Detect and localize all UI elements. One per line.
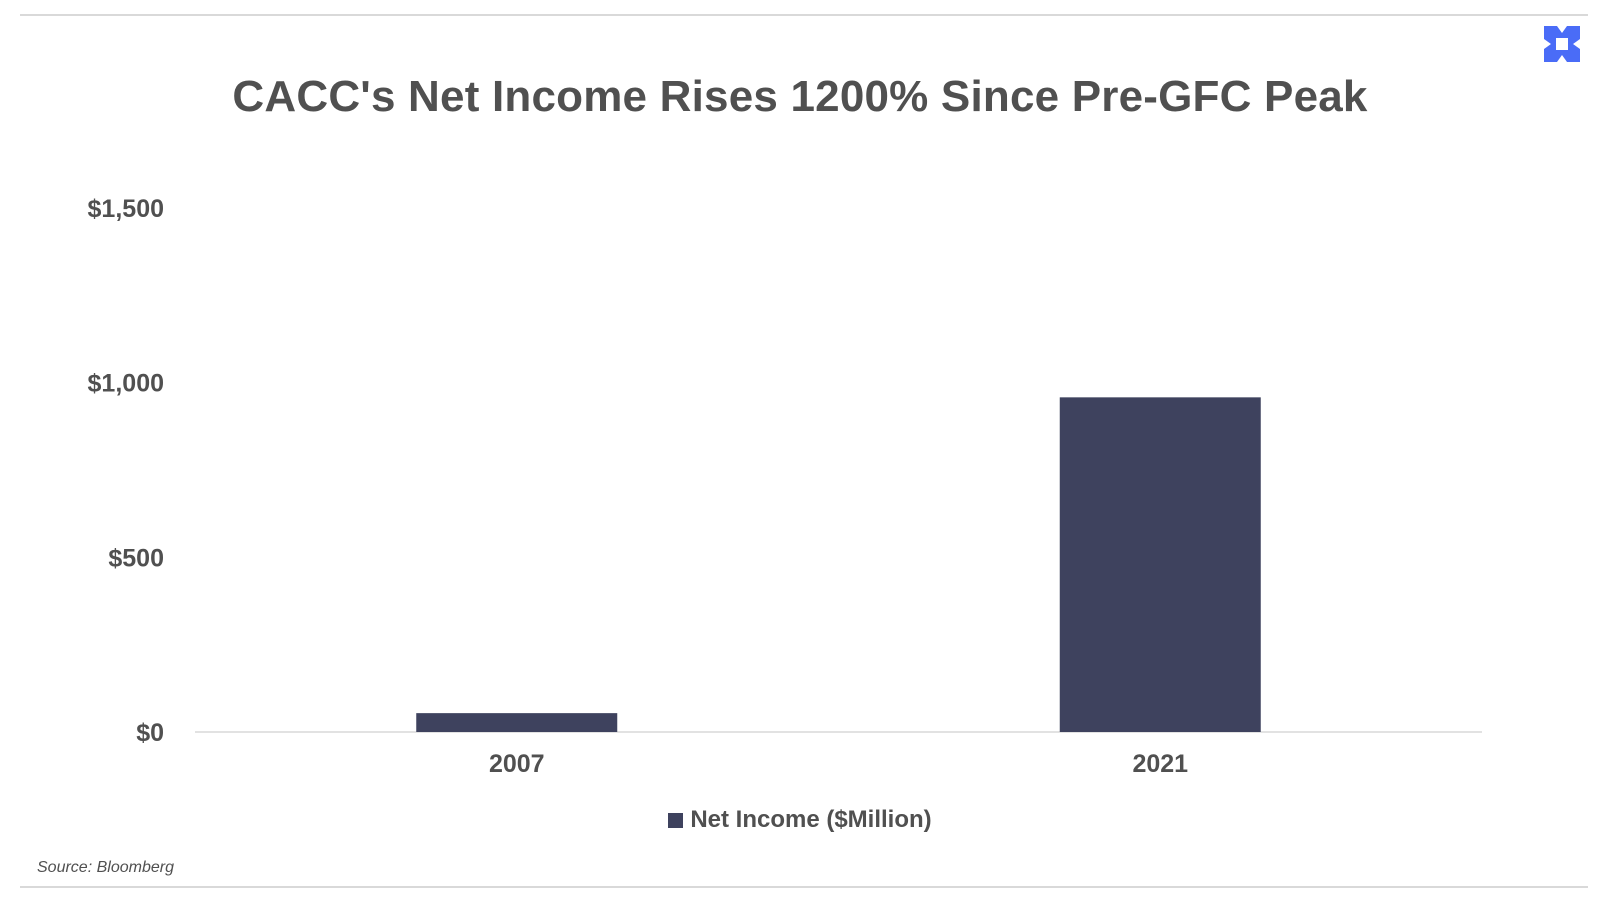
bar-2007: [416, 713, 618, 732]
y-tick-label: $0: [136, 719, 164, 747]
top-border: [20, 14, 1588, 16]
brand-x-logo-icon: [1544, 26, 1580, 62]
chart-title: CACC's Net Income Rises 1200% Since Pre-…: [232, 72, 1368, 121]
y-tick-label: $500: [108, 544, 164, 572]
y-tick-label: $1,500: [88, 195, 164, 223]
x-tick-label: 2007: [489, 750, 545, 778]
legend-swatch: [668, 812, 684, 828]
y-tick-label: $1,000: [88, 370, 164, 398]
legend: Net Income ($Million): [0, 806, 1600, 834]
bar-2021: [1059, 397, 1261, 732]
x-tick-label: 2021: [1132, 750, 1188, 778]
source-note: Source: Bloomberg: [37, 859, 174, 876]
legend-label: Net Income ($Million): [690, 806, 932, 833]
bottom-border: [20, 886, 1588, 888]
